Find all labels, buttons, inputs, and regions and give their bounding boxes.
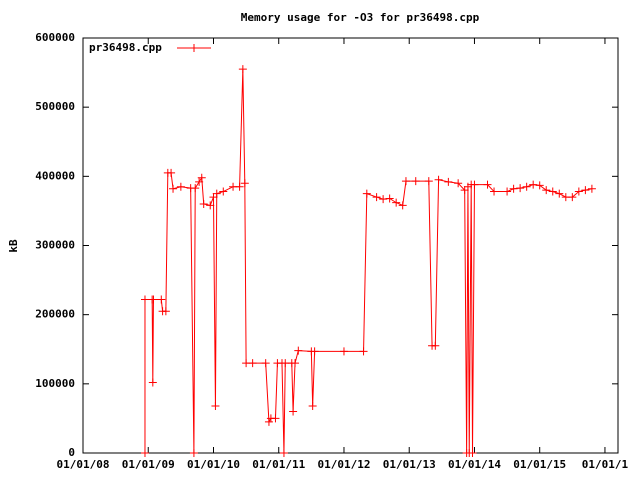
point-marker <box>140 295 149 304</box>
point-marker <box>235 182 244 191</box>
point-marker <box>148 378 157 387</box>
point-marker <box>211 401 220 410</box>
point-marker <box>516 184 525 193</box>
point-marker <box>581 186 590 195</box>
point-marker <box>195 177 204 186</box>
point-marker <box>212 189 221 198</box>
legend-label: pr36498.cpp <box>89 41 162 54</box>
point-marker <box>238 65 247 74</box>
point-marker <box>555 189 564 198</box>
x-tick-label: 01/01/08 <box>57 458 110 471</box>
point-marker <box>468 449 477 457</box>
point-marker <box>161 307 170 316</box>
point-marker <box>379 195 388 204</box>
y-tick-label: 400000 <box>35 169 75 182</box>
x-tick-label: 01/01/13 <box>383 458 436 471</box>
point-marker <box>271 414 280 423</box>
point-marker <box>411 177 420 186</box>
point-marker <box>339 347 348 356</box>
point-marker <box>191 184 200 193</box>
point-marker <box>359 347 368 356</box>
point-marker <box>392 198 401 207</box>
point-marker <box>310 347 319 356</box>
point-marker <box>568 193 577 202</box>
x-tick-label: 01/01/15 <box>513 458 566 471</box>
y-tick-label: 200000 <box>35 308 75 321</box>
point-marker <box>149 295 158 304</box>
point-marker <box>197 173 206 182</box>
x-tick-label: 01/01/14 <box>448 458 501 471</box>
point-marker <box>385 194 394 203</box>
point-marker <box>463 182 472 191</box>
point-marker <box>535 181 544 190</box>
point-marker <box>454 179 463 188</box>
x-tick-label: 01/01/11 <box>252 458 305 471</box>
plot-border <box>82 37 619 454</box>
point-marker <box>401 177 410 186</box>
point-marker <box>574 187 583 196</box>
point-marker <box>444 177 453 186</box>
y-tick-label: 600000 <box>35 31 75 44</box>
point-marker <box>548 187 557 196</box>
point-marker <box>167 168 176 177</box>
point-marker <box>279 449 288 457</box>
point-marker <box>470 180 479 189</box>
point-marker <box>157 295 166 304</box>
y-axis-label: kB <box>7 239 20 253</box>
point-marker <box>542 186 551 195</box>
y-tick-label: 0 <box>68 446 75 459</box>
point-marker <box>261 359 270 368</box>
x-tick-label: 01/01/09 <box>122 458 175 471</box>
point-marker <box>431 341 440 350</box>
point-marker <box>522 182 531 191</box>
x-tick-label: 01/01/12 <box>317 458 370 471</box>
point-marker <box>169 184 178 193</box>
point-marker <box>176 182 185 191</box>
y-tick-label: 100000 <box>35 377 75 390</box>
chart-title: Memory usage for -O3 for pr36498.cpp <box>241 11 480 24</box>
point-marker <box>291 359 300 368</box>
x-tick-label: 01/01/1 <box>582 458 629 471</box>
point-marker <box>587 184 596 193</box>
point-marker <box>189 449 198 457</box>
point-marker <box>490 187 499 196</box>
point-marker <box>509 184 518 193</box>
point-marker <box>206 201 215 210</box>
x-tick-label: 01/01/10 <box>187 458 240 471</box>
point-marker <box>460 186 469 195</box>
point-marker <box>362 189 371 198</box>
point-marker <box>434 175 443 184</box>
legend-marker <box>190 44 198 52</box>
point-marker <box>209 193 218 202</box>
series-line <box>144 69 593 454</box>
point-marker <box>424 177 433 186</box>
point-marker <box>308 401 317 410</box>
point-marker <box>219 187 228 196</box>
point-marker <box>140 449 149 457</box>
point-marker <box>483 180 492 189</box>
y-tick-label: 500000 <box>35 100 75 113</box>
point-marker <box>503 187 512 196</box>
y-tick-label: 300000 <box>35 239 75 252</box>
point-marker <box>240 179 249 188</box>
point-marker <box>248 359 257 368</box>
point-marker <box>199 200 208 208</box>
point-marker <box>289 407 298 416</box>
point-marker <box>372 193 381 202</box>
point-marker <box>264 417 273 426</box>
point-marker <box>294 346 303 355</box>
point-marker <box>398 201 407 210</box>
point-marker <box>529 180 538 189</box>
